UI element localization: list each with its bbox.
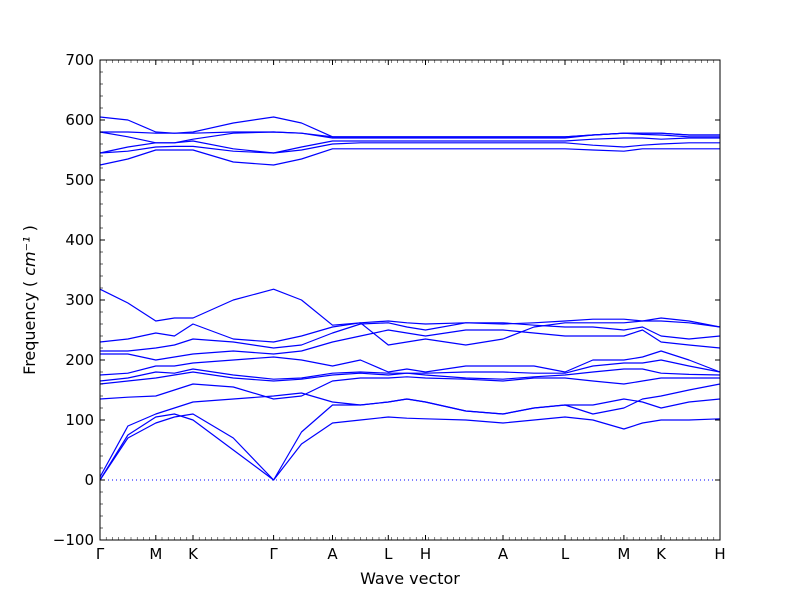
band-line-11 — [99, 288, 721, 328]
y-axis-label-group: Frequency ( cm⁻¹ ) — [20, 225, 39, 375]
band-line-12 — [99, 148, 720, 166]
y-axis-label: Frequency — [20, 292, 39, 375]
x-tick-label: L — [561, 545, 570, 563]
y-tick-label: 600 — [65, 111, 94, 129]
y-tick-label: 0 — [84, 471, 94, 489]
x-tick-label: K — [656, 545, 667, 563]
band-line-6 — [99, 359, 721, 382]
x-tick-label: H — [420, 545, 431, 563]
y-axis-label-open: ( — [20, 281, 39, 287]
x-tick-label: Γ — [269, 545, 278, 563]
y-tick-label: 300 — [65, 291, 94, 309]
x-tick-label: M — [149, 545, 162, 563]
x-axis-label: Wave vector — [360, 569, 460, 588]
y-tick-label: 700 — [65, 51, 94, 69]
x-tick-label: Γ — [96, 545, 105, 563]
y-tick-label: −100 — [53, 531, 94, 549]
x-tick-label: A — [498, 545, 509, 563]
band-line-14 — [99, 137, 720, 154]
band-line-4 — [99, 376, 720, 400]
y-tick-label: 100 — [65, 411, 94, 429]
band-line-7 — [99, 350, 721, 376]
band-line-13 — [99, 142, 720, 154]
y-tick-label: 400 — [65, 231, 94, 249]
band-line-10 — [99, 320, 721, 346]
band-line-9 — [100, 322, 721, 352]
x-tick-label: K — [188, 545, 199, 563]
band-line-3 — [99, 383, 721, 478]
svg-text:Frequency ( cm⁻¹: Frequency ( cm⁻¹ ) — [20, 225, 39, 375]
x-tick-label: A — [327, 545, 338, 563]
x-tick-label: H — [714, 545, 725, 563]
plot-frame — [99, 59, 721, 541]
band-line-8 — [100, 329, 721, 361]
band-line-17 — [99, 116, 720, 138]
y-axis-unit: cm⁻¹ — [20, 237, 39, 276]
band-line-1 — [99, 413, 721, 481]
y-tick-label: 200 — [65, 351, 94, 369]
y-axis-label-close: ) — [20, 225, 39, 231]
x-tick-label: M — [617, 545, 630, 563]
y-axis-ticks: −100 0 100 200 300 400 500 600 700 — [53, 51, 720, 549]
y-tick-label: 500 — [65, 171, 94, 189]
x-tick-label: L — [384, 545, 393, 563]
band-series — [99, 116, 721, 481]
